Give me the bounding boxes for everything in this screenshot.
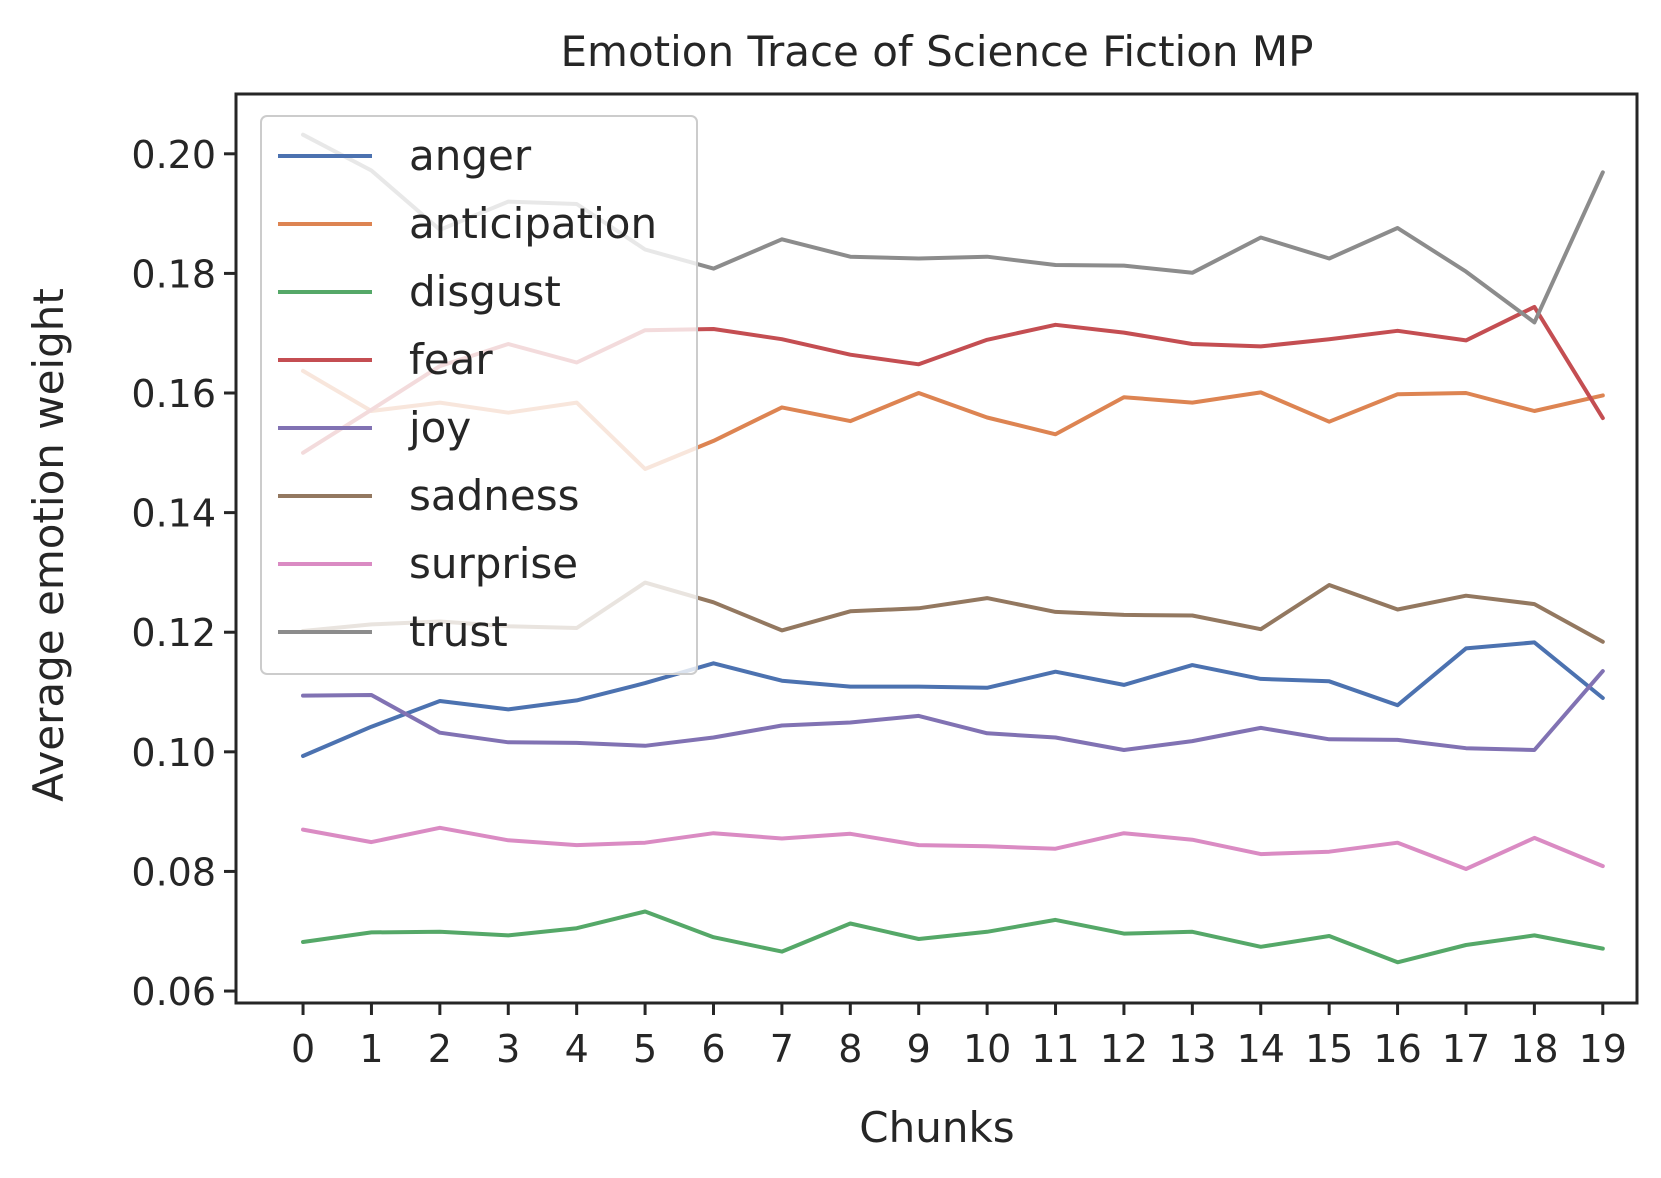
x-tick-label: 4 xyxy=(565,1027,589,1071)
x-tick-label: 17 xyxy=(1442,1027,1490,1071)
x-tick-label: 6 xyxy=(701,1027,725,1071)
x-axis-ticks: 0 1 2 3 4 5 6 7 8 9 10 11 12 13 14 15 16 17 18 19 xyxy=(291,1003,1627,1071)
x-tick-label: 1 xyxy=(359,1027,383,1071)
x-tick-label: 19 xyxy=(1579,1027,1627,1071)
legend-label-disgust: disgust xyxy=(409,267,561,316)
y-tick-label: 0.20 xyxy=(131,133,216,177)
y-tick-label: 0.08 xyxy=(131,850,216,894)
y-tick-label: 0.12 xyxy=(131,611,216,655)
legend-label-fear: fear xyxy=(409,335,493,384)
series-line-surprise xyxy=(301,825,1605,871)
series-line-joy xyxy=(301,669,1605,752)
x-tick-label: 16 xyxy=(1373,1027,1421,1071)
legend-label-anger: anger xyxy=(409,131,532,180)
x-tick-label: 11 xyxy=(1031,1027,1079,1071)
chart-title: Emotion Trace of Science Fiction MP xyxy=(561,27,1314,76)
legend-label-surprise: surprise xyxy=(409,539,578,588)
y-tick-label: 0.06 xyxy=(131,970,216,1014)
x-tick-label: 0 xyxy=(291,1027,315,1071)
series-line-disgust xyxy=(301,909,1605,965)
x-tick-label: 12 xyxy=(1100,1027,1148,1071)
x-tick-label: 18 xyxy=(1510,1027,1558,1071)
x-tick-label: 14 xyxy=(1237,1027,1285,1071)
x-tick-label: 9 xyxy=(907,1027,931,1071)
legend: anger anticipation disgust fear joy sadness su… xyxy=(260,115,698,675)
legend-label-sadness: sadness xyxy=(409,471,580,520)
y-tick-label: 0.10 xyxy=(131,731,216,775)
y-tick-label: 0.14 xyxy=(131,492,216,536)
series-line-anger xyxy=(301,640,1605,758)
y-tick-label: 0.18 xyxy=(131,252,216,296)
x-tick-label: 10 xyxy=(963,1027,1011,1071)
y-axis-ticks: 0.06 0.08 0.10 0.12 0.14 0.16 0.18 0.20 xyxy=(131,133,236,1014)
x-tick-label: 13 xyxy=(1168,1027,1216,1071)
x-tick-label: 15 xyxy=(1305,1027,1353,1071)
plot-frame xyxy=(234,92,1639,1005)
x-tick-label: 2 xyxy=(428,1027,452,1071)
x-axis-label: Chunks xyxy=(859,1103,1014,1152)
x-tick-label: 7 xyxy=(770,1027,794,1071)
y-axis-label: Average emotion weight xyxy=(24,288,73,802)
x-tick-label: 5 xyxy=(633,1027,657,1071)
legend-label-trust: trust xyxy=(409,607,508,656)
legend-box xyxy=(260,115,698,675)
x-tick-label: 8 xyxy=(838,1027,862,1071)
x-tick-label: 3 xyxy=(496,1027,520,1071)
y-tick-label: 0.16 xyxy=(131,372,216,416)
legend-label-joy: joy xyxy=(408,403,471,452)
legend-label-anticipation: anticipation xyxy=(409,199,657,248)
